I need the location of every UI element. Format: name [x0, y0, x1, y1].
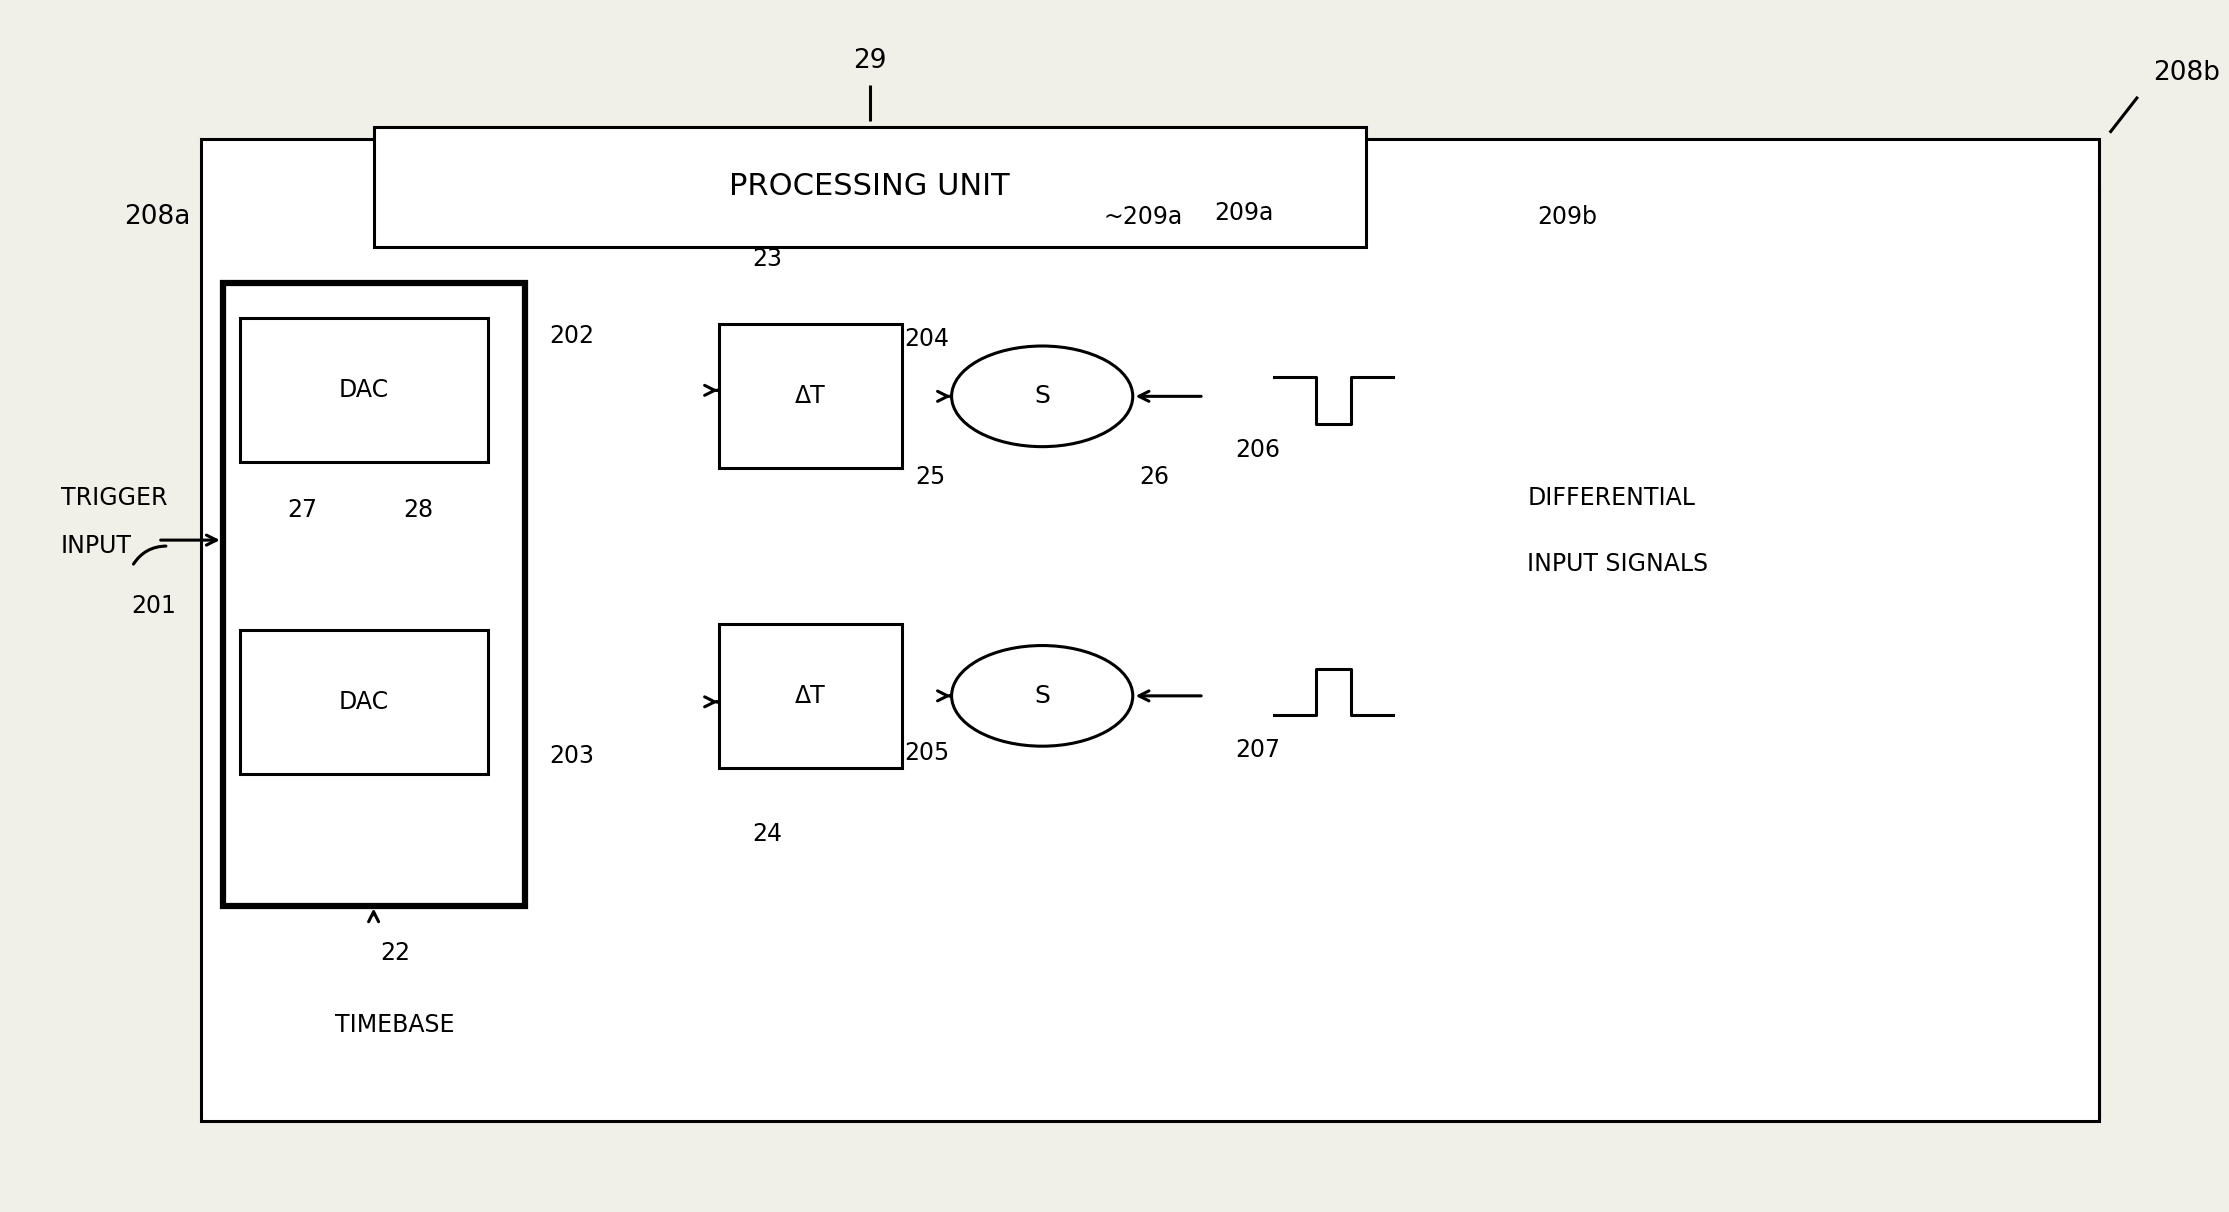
- Bar: [223, 282, 524, 905]
- Text: 25: 25: [914, 464, 945, 488]
- Text: 208a: 208a: [125, 204, 189, 229]
- Bar: [241, 630, 488, 773]
- Text: 27: 27: [288, 498, 317, 522]
- Bar: [718, 325, 903, 468]
- Text: 201: 201: [132, 594, 176, 618]
- Text: 203: 203: [551, 744, 595, 767]
- Text: INPUT SIGNALS: INPUT SIGNALS: [1527, 553, 1710, 576]
- Text: 26: 26: [1139, 464, 1170, 488]
- Text: 209b: 209b: [1538, 205, 1598, 229]
- Text: S: S: [1034, 384, 1050, 408]
- Text: 24: 24: [751, 822, 782, 846]
- Text: PROCESSING UNIT: PROCESSING UNIT: [729, 172, 1010, 201]
- Text: 28: 28: [403, 498, 432, 522]
- Text: ΔT: ΔT: [796, 384, 825, 408]
- Bar: [241, 319, 488, 462]
- Text: S: S: [1034, 684, 1050, 708]
- Text: DIFFERENTIAL: DIFFERENTIAL: [1527, 486, 1696, 510]
- Text: 207: 207: [1235, 738, 1279, 762]
- Text: 209a: 209a: [1215, 201, 1275, 225]
- Bar: [374, 127, 1366, 246]
- Text: DAC: DAC: [339, 690, 388, 714]
- Circle shape: [952, 646, 1132, 747]
- Circle shape: [952, 345, 1132, 447]
- Text: 22: 22: [381, 942, 410, 966]
- Text: ~209a: ~209a: [1103, 205, 1181, 229]
- Text: INPUT: INPUT: [60, 534, 132, 558]
- Text: TIMEBASE: TIMEBASE: [334, 1013, 455, 1037]
- Text: DAC: DAC: [339, 378, 388, 402]
- Text: 205: 205: [905, 742, 950, 765]
- Text: 204: 204: [905, 327, 950, 350]
- Text: 23: 23: [751, 246, 782, 270]
- Text: 29: 29: [854, 47, 887, 74]
- Text: 206: 206: [1235, 439, 1279, 462]
- Bar: [718, 624, 903, 767]
- Text: ΔT: ΔT: [796, 684, 825, 708]
- Text: 202: 202: [551, 325, 595, 348]
- Text: 208b: 208b: [2153, 59, 2220, 86]
- Text: TRIGGER: TRIGGER: [60, 486, 167, 510]
- Bar: [201, 138, 2100, 1121]
